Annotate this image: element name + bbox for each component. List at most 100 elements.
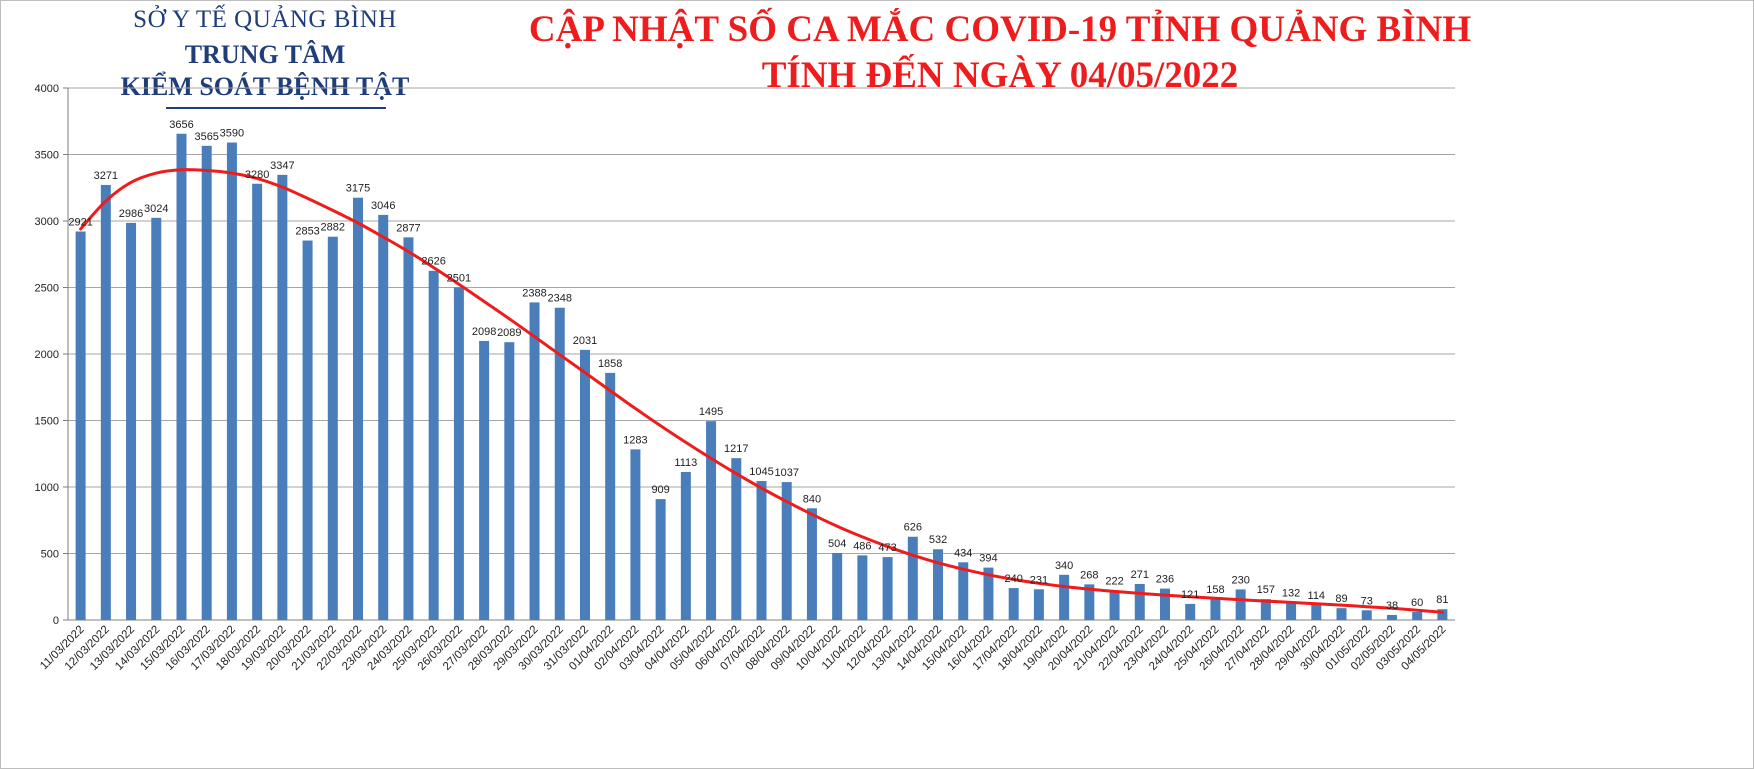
bar: [428, 270, 439, 620]
bar: [655, 499, 666, 620]
data-label: 1113: [674, 457, 697, 469]
org-name: SỞ Y TẾ QUẢNG BÌNH: [133, 6, 397, 33]
bar: [579, 349, 590, 620]
data-label: 3280: [245, 169, 269, 181]
data-label: 486: [853, 540, 871, 552]
bar: [554, 307, 565, 620]
data-label: 81: [1436, 594, 1448, 606]
data-label: 1045: [749, 466, 773, 478]
bar: [151, 217, 162, 621]
bar: [75, 231, 86, 620]
data-label: 158: [1206, 584, 1224, 596]
bar: [252, 183, 263, 620]
data-label: 38: [1386, 600, 1398, 612]
data-label: 1495: [699, 406, 723, 418]
bar: [806, 508, 817, 620]
data-label: 3046: [371, 200, 395, 212]
data-label: 236: [1156, 574, 1174, 586]
bar: [731, 458, 742, 620]
data-label: 2089: [497, 327, 521, 339]
data-label: 2986: [119, 208, 143, 220]
data-label: 394: [979, 553, 997, 565]
data-label: 434: [954, 547, 972, 559]
bar: [302, 240, 313, 620]
bar: [529, 302, 540, 620]
data-label: 909: [651, 484, 669, 496]
data-label: 2348: [548, 293, 572, 305]
org-department: KIỂM SOÁT BỆNH TẬT: [120, 72, 410, 101]
y-tick-label: 2000: [35, 349, 59, 361]
data-label: 60: [1411, 597, 1423, 609]
bar: [353, 197, 364, 620]
bar: [1008, 588, 1019, 620]
bar: [1235, 589, 1246, 620]
data-label: 3271: [94, 170, 118, 182]
chart-subtitle: TÍNH ĐẾN NGÀY 04/05/2022: [761, 55, 1239, 96]
bar: [1412, 612, 1423, 620]
bar: [882, 557, 893, 620]
data-label: 1037: [774, 467, 798, 479]
bar: [680, 471, 691, 620]
bar: [126, 222, 137, 620]
bar: [1286, 602, 1297, 620]
data-label: 1858: [598, 358, 622, 370]
data-label: 89: [1335, 593, 1347, 605]
bar: [1109, 590, 1120, 620]
bar: [781, 482, 792, 620]
data-label: 3565: [194, 131, 218, 143]
bar: [1084, 584, 1095, 620]
data-label: 2031: [573, 335, 597, 347]
y-tick-label: 500: [41, 549, 59, 561]
data-label: 222: [1105, 575, 1123, 587]
y-tick-label: 3000: [35, 216, 59, 228]
data-label: 121: [1181, 589, 1199, 601]
bar: [756, 481, 767, 620]
data-label: 2882: [321, 222, 345, 234]
bar: [453, 287, 464, 620]
bar: [176, 133, 187, 620]
bar: [1159, 588, 1170, 620]
bar: [1311, 604, 1322, 620]
bar: [1134, 583, 1145, 620]
bar: [201, 145, 212, 621]
data-label: 626: [904, 522, 922, 534]
data-label: 1217: [724, 443, 748, 455]
bars: [75, 133, 1448, 621]
y-tick-label: 3500: [35, 150, 59, 162]
bar: [378, 214, 389, 620]
data-label: 2388: [522, 287, 546, 299]
bar: [1033, 589, 1044, 620]
y-tick-label: 2500: [35, 283, 59, 295]
data-label: 2098: [472, 326, 496, 338]
bar: [1386, 614, 1397, 620]
data-label: 3347: [270, 160, 294, 172]
bar: [479, 340, 490, 620]
bar: [1336, 608, 1347, 620]
bar: [983, 567, 994, 620]
data-label: 1283: [623, 434, 647, 446]
bar: [605, 372, 616, 620]
bar: [327, 236, 338, 620]
data-label: 504: [828, 538, 846, 550]
bar: [1260, 599, 1271, 620]
chart-title: CẬP NHẬT SỐ CA MẮC COVID-19 TỈNH QUẢNG B…: [528, 9, 1472, 50]
data-label: 271: [1131, 569, 1149, 581]
bar: [933, 549, 944, 620]
bar: [403, 237, 414, 620]
org-underline: [166, 107, 386, 109]
data-label: 230: [1231, 574, 1249, 586]
bar: [1361, 610, 1372, 620]
bar: [958, 562, 969, 620]
bar: [630, 449, 641, 620]
bar: [504, 342, 515, 620]
data-label: 3175: [346, 183, 370, 195]
bar: [226, 142, 237, 620]
data-label: 231: [1030, 574, 1048, 586]
x-axis-ticks: 11/03/202212/03/202213/03/202214/03/2022…: [38, 624, 1448, 673]
data-label: 840: [803, 493, 821, 505]
data-label: 157: [1257, 584, 1275, 596]
bar: [1185, 603, 1196, 620]
